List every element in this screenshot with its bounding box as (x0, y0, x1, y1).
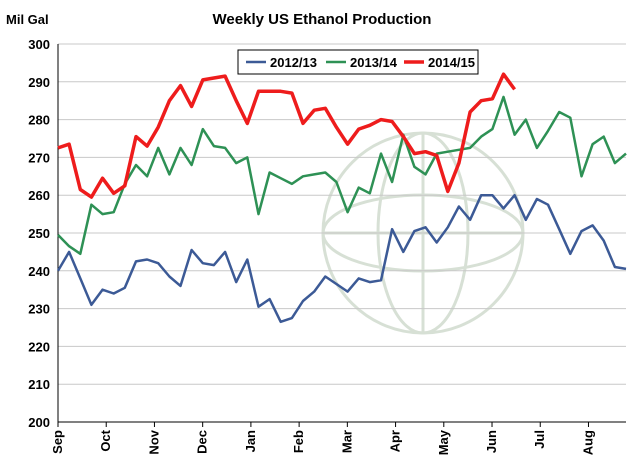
series-line-2012-13 (56, 193, 627, 324)
legend-items: 2012/13 2013/14 2014/15 (246, 55, 475, 70)
x-tick-label: Apr (388, 430, 403, 452)
y-tick-label: 260 (28, 188, 50, 203)
legend-label: 2012/13 (270, 55, 317, 70)
x-axis-ticks: Sep Oct Nov Dec Jan Feb Mar Apr May Jun Jul Aug (50, 422, 595, 455)
x-tick-label: Sep (50, 430, 65, 454)
x-tick-label: Aug (580, 430, 595, 455)
grid-lines (58, 43, 626, 423)
legend-label: 2013/14 (350, 55, 398, 70)
x-tick-label: Mar (339, 430, 354, 453)
x-tick-label: Jan (243, 430, 258, 452)
legend-label: 2014/15 (428, 55, 475, 70)
y-tick-label: 270 (28, 150, 50, 165)
legend: 2012/13 2013/14 2014/15 (237, 49, 479, 75)
y-tick-label: 220 (28, 339, 50, 354)
y-tick-label: 230 (28, 302, 50, 317)
x-tick-label: Dec (195, 430, 210, 454)
series-line-2014-15 (57, 72, 517, 199)
y-tick-label: 280 (28, 113, 50, 128)
y-tick-label: 200 (28, 415, 50, 430)
x-tick-label: Nov (146, 429, 161, 454)
y-tick-label: 250 (28, 226, 50, 241)
series-line-2013-14 (57, 95, 627, 256)
y-tick-label: 240 (28, 264, 50, 279)
legend-box (237, 49, 479, 75)
x-tick-label: Jul (532, 430, 547, 449)
series-lines (56, 72, 627, 324)
x-tick-label: Oct (98, 429, 113, 451)
x-tick-label: Feb (291, 430, 306, 453)
y-tick-label: 300 (28, 37, 50, 52)
x-tick-label: May (436, 429, 451, 455)
y-axis-ticks: 200 210 220 230 240 250 260 270 280 290 300 (28, 37, 50, 430)
y-axis-unit: Mil Gal (6, 12, 49, 27)
y-tick-label: 290 (28, 75, 50, 90)
y-tick-label: 210 (28, 377, 50, 392)
axes (57, 44, 626, 423)
x-tick-label: Jun (484, 430, 499, 453)
chart-title: Weekly US Ethanol Production (213, 11, 432, 28)
